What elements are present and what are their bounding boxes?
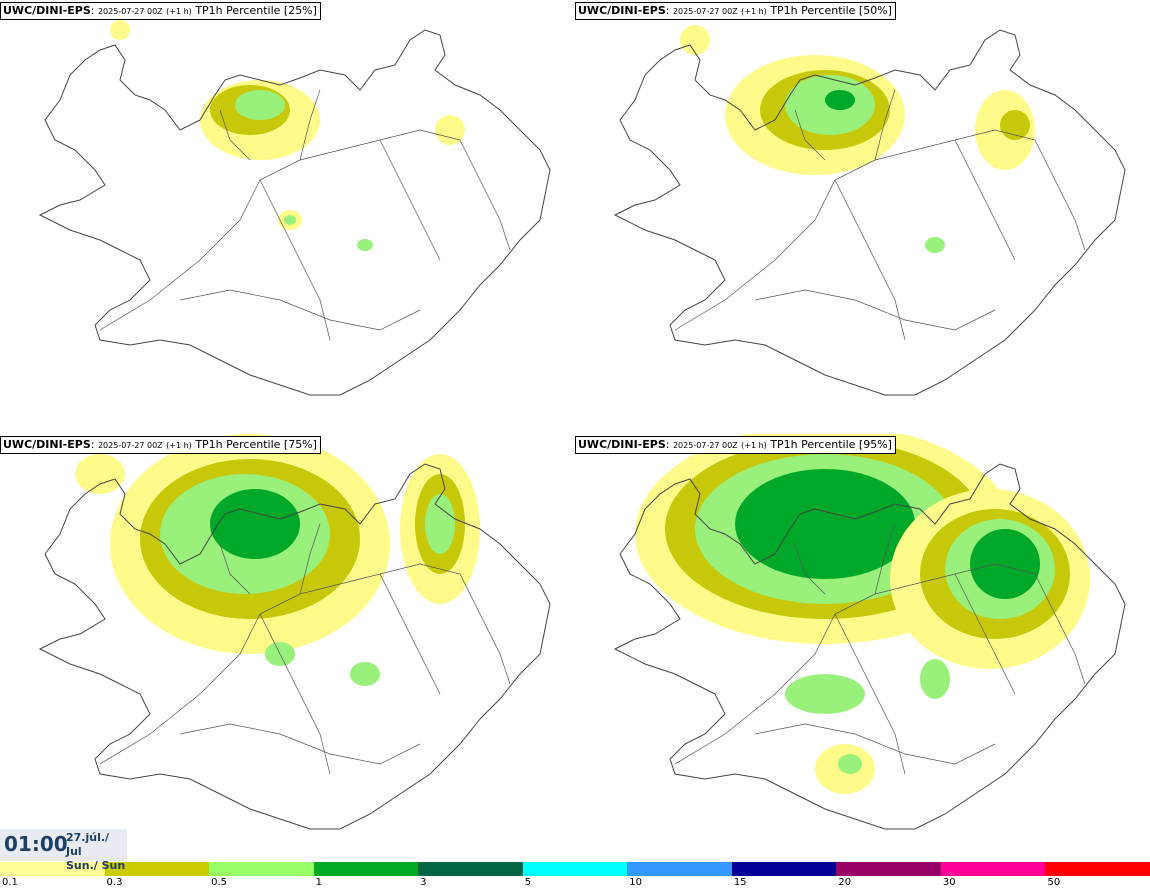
legend-swatch: [418, 862, 523, 876]
legend-tick-label: 0.3: [106, 877, 123, 888]
precip-map: [613, 434, 1126, 830]
road-line: [379, 139, 441, 261]
precip-area: [925, 237, 945, 253]
legend-tick-label: 0.1: [2, 877, 18, 888]
precip-area: [735, 469, 915, 579]
road-line: [754, 289, 996, 331]
valid-time: 01:00: [4, 832, 68, 856]
coastline: [38, 29, 551, 396]
legend-tick-label: 5: [524, 877, 532, 888]
date-line: 27.júl./ Jul: [66, 831, 110, 858]
precip-area: [357, 239, 373, 251]
legend-swatch: [522, 862, 628, 876]
precip-area: [1000, 110, 1030, 140]
road-line: [794, 543, 826, 595]
legend-swatch: [627, 862, 732, 876]
road-line: [179, 723, 421, 765]
legend-tick-label: 1: [315, 877, 322, 888]
precip-area: [284, 215, 296, 225]
road-line: [299, 89, 321, 161]
road-line: [179, 289, 421, 331]
legend-swatch: [209, 862, 314, 876]
road-line: [99, 129, 461, 331]
precip-area: [970, 529, 1040, 599]
precip-area: [825, 90, 855, 110]
precip-area: [350, 662, 380, 686]
legend-swatch: [836, 862, 941, 876]
road-line: [459, 573, 511, 685]
coastline: [613, 463, 1126, 830]
map-panel-p75: UWC/DINI-EPS: 2025-07-27 00Z (+1 h) TP1h…: [0, 434, 575, 865]
precip-area: [435, 115, 465, 145]
precip-area: [920, 659, 950, 699]
valid-date: 27.júl./ Jul Sun./ Sun: [66, 831, 127, 873]
valid-time-box: 01:00 27.júl./ Jul Sun./ Sun: [0, 829, 127, 872]
legend-tick-label: 10: [629, 877, 642, 888]
legend-swatch: [940, 862, 1046, 876]
road-line: [834, 613, 906, 775]
map-panel-p50: UWC/DINI-EPS: 2025-07-27 00Z (+1 h) TP1h…: [575, 0, 1150, 431]
road-line: [459, 139, 511, 251]
legend-tick-label: 15: [733, 877, 747, 888]
road-line: [379, 573, 441, 695]
road-line: [1034, 573, 1086, 685]
legend-tick-label: 50: [1047, 877, 1061, 888]
precip-area: [838, 754, 862, 774]
map-panel-p95: UWC/DINI-EPS: 2025-07-27 00Z (+1 h) TP1h…: [575, 434, 1150, 865]
map-panel-p25: UWC/DINI-EPS: 2025-07-27 00Z (+1 h) TP1h…: [0, 0, 575, 431]
coastline: [38, 463, 551, 830]
panel-title: UWC/DINI-EPS: 2025-07-27 00Z (+1 h) TP1h…: [575, 2, 896, 20]
legend-tick-label: 20: [838, 877, 852, 888]
legend-swatch: [104, 862, 210, 876]
road-line: [259, 613, 331, 775]
road-line: [834, 179, 906, 341]
legend-swatch: [1045, 862, 1150, 876]
legend-swatch: [731, 862, 837, 876]
precip-map: [38, 20, 551, 396]
road-line: [1034, 139, 1086, 251]
road-line: [674, 563, 1036, 765]
precip-map: [38, 434, 551, 830]
legend-swatch: [313, 862, 419, 876]
coastline: [613, 29, 1126, 396]
panel-title: UWC/DINI-EPS: 2025-07-27 00Z (+1 h) TP1h…: [0, 436, 321, 454]
precip-area: [235, 90, 285, 120]
legend-tick-label: 30: [942, 877, 956, 888]
road-line: [874, 523, 896, 595]
weekday-line: Sun./ Sun: [66, 859, 126, 872]
legend-swatch: [0, 862, 105, 876]
precip-area: [110, 20, 130, 40]
road-line: [99, 563, 461, 765]
road-line: [259, 179, 331, 341]
road-line: [674, 129, 1036, 331]
road-line: [299, 523, 321, 595]
road-line: [794, 109, 826, 161]
road-line: [954, 573, 1016, 695]
road-line: [219, 109, 251, 161]
legend-tick-label: 3: [420, 877, 427, 888]
precip-legend: 0.1 0.3 0.5 1 3 5 10 15 20 30 50: [0, 862, 1150, 891]
panel-title: UWC/DINI-EPS: 2025-07-27 00Z (+1 h) TP1h…: [575, 436, 896, 454]
road-line: [874, 89, 896, 161]
precip-area: [210, 489, 300, 559]
precip-area: [425, 494, 455, 554]
precip-map: [613, 25, 1126, 396]
road-line: [754, 723, 996, 765]
precip-area: [680, 25, 710, 55]
legend-colorbar: [0, 862, 1150, 876]
road-line: [219, 543, 251, 595]
legend-tick-label: 0.5: [211, 877, 227, 888]
precip-area: [785, 674, 865, 714]
panel-title: UWC/DINI-EPS: 2025-07-27 00Z (+1 h) TP1h…: [0, 2, 321, 20]
precip-area: [75, 454, 125, 494]
road-line: [954, 139, 1016, 261]
